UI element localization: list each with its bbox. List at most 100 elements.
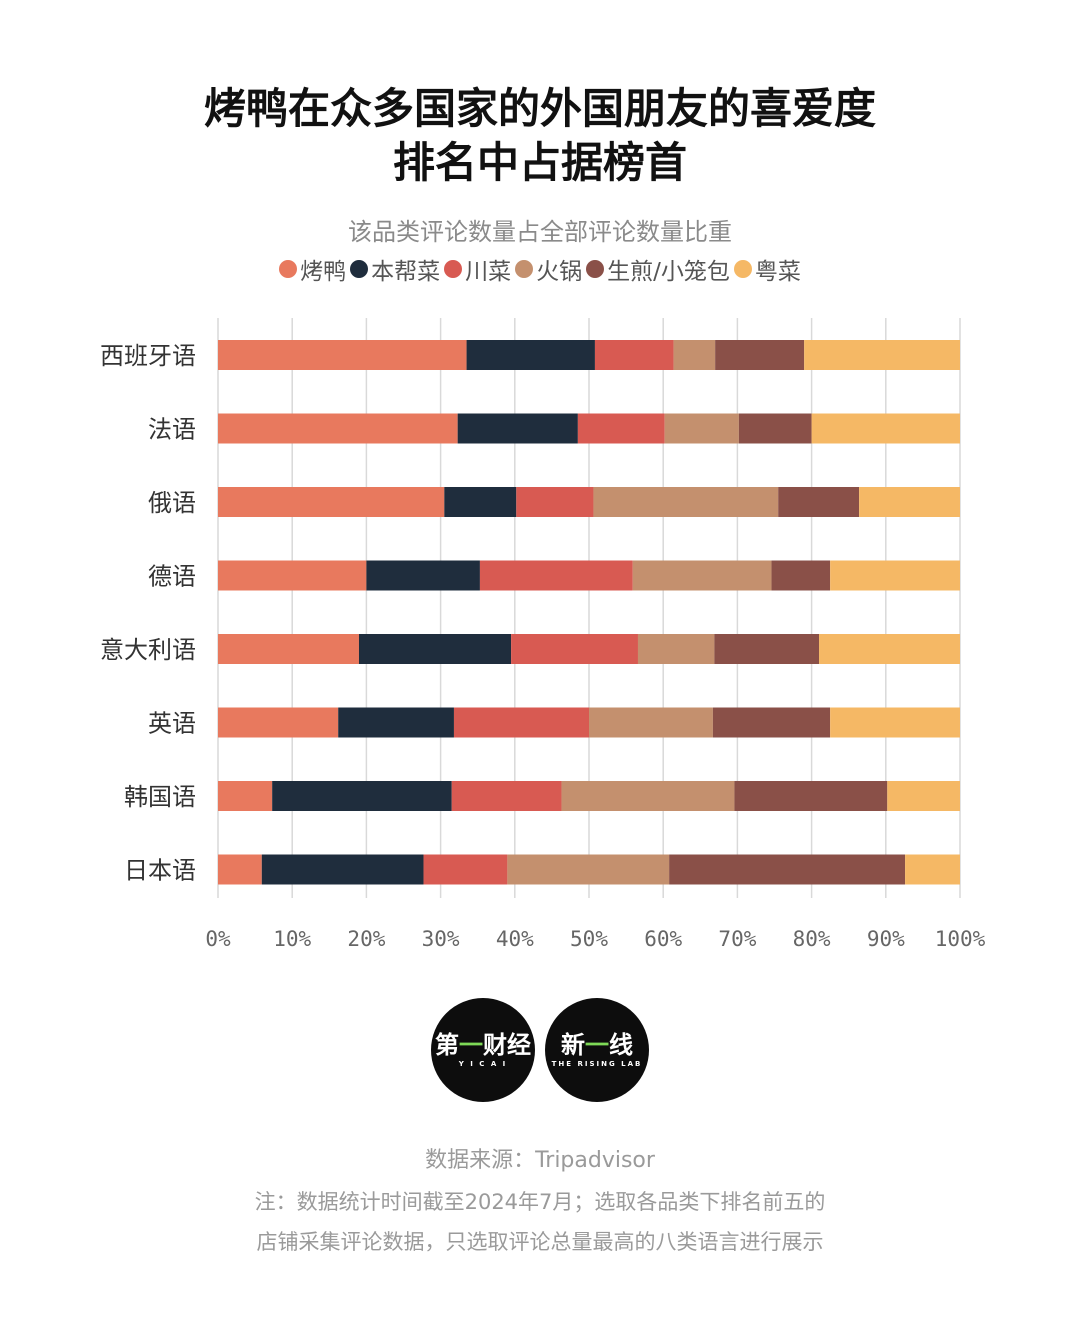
- bar-segment: [664, 413, 739, 444]
- chart-legend: 烤鸭 本帮菜 川菜 火锅 生煎/小笼包 粤菜: [0, 252, 1080, 286]
- y-category-label: 英语: [148, 710, 196, 738]
- bar-segment: [218, 634, 359, 664]
- rising-lab-logo-char-1: 新: [561, 1031, 585, 1059]
- legend-dot-icon: [733, 260, 752, 278]
- bar-segment: [511, 634, 638, 664]
- bar-segment: [771, 560, 831, 591]
- bar-segment: [811, 413, 960, 444]
- bar-segment: [358, 634, 512, 664]
- bar-segment: [451, 781, 562, 811]
- rising-lab-logo-subtext: THE RISING LAB: [551, 1060, 643, 1068]
- bar-segment: [444, 487, 517, 517]
- footnote-line-2: 店铺采集评论数据，只选取评论总量最高的八类语言进行展示: [256, 1230, 824, 1254]
- legend-dot-icon: [350, 260, 369, 278]
- bar-segment: [804, 340, 960, 370]
- x-tick-label: 100%: [935, 927, 986, 951]
- yicai-logo: 第一财经 Y I C A I: [431, 998, 535, 1102]
- rising-lab-logo: 新一线 THE RISING LAB: [545, 998, 649, 1102]
- bar-segment: [516, 487, 594, 517]
- chart-subtitle: 该品类评论数量占全部评论数量比重: [348, 218, 732, 246]
- x-tick-label: 30%: [422, 927, 460, 951]
- x-tick-label: 90%: [867, 927, 905, 951]
- bar-segment: [218, 707, 339, 738]
- legend-dot-icon: [279, 260, 298, 278]
- bar-segment: [673, 340, 716, 370]
- bar-segment: [261, 854, 424, 885]
- bar-segment: [218, 781, 273, 811]
- bar-segment: [507, 854, 670, 885]
- bar-segment: [218, 854, 262, 885]
- chart-title-line-2: 排名中占据榜首: [392, 138, 687, 187]
- x-tick-label: 10%: [273, 927, 311, 951]
- rising-lab-logo-char-3: 线: [609, 1031, 633, 1059]
- x-tick-label: 80%: [793, 927, 831, 951]
- bar-segment: [669, 854, 906, 885]
- y-category-label: 韩国语: [124, 783, 196, 811]
- bar-segment: [338, 707, 454, 738]
- bar-segment: [366, 560, 480, 591]
- bar-segment: [479, 560, 633, 591]
- x-tick-label: 0%: [205, 927, 231, 951]
- legend-label: 烤鸭: [300, 259, 347, 285]
- bar-segment: [561, 781, 735, 811]
- bar-segment: [594, 340, 674, 370]
- legend-label: 本帮菜: [371, 259, 441, 285]
- bar-segment: [905, 854, 960, 885]
- legend-label: 生煎/小笼包: [607, 259, 730, 285]
- x-tick-label: 60%: [644, 927, 682, 951]
- bar-segment: [423, 854, 508, 885]
- bar-segment: [715, 340, 805, 370]
- legend-dot-icon: [586, 260, 605, 278]
- legend-item-sichuan: 川菜: [444, 252, 511, 286]
- legend-item-dumplings: 生煎/小笼包: [586, 252, 730, 286]
- bar-segment: [859, 487, 960, 517]
- x-tick-label: 70%: [718, 927, 756, 951]
- bar-segment: [453, 707, 589, 738]
- bar-segment: [734, 781, 888, 811]
- legend-dot-icon: [444, 260, 463, 278]
- logos: 第一财经 Y I C A I 新一线 THE RISING LAB: [0, 998, 1080, 1102]
- bar-segment: [887, 781, 960, 811]
- legend-item-cantonese: 粤菜: [733, 252, 801, 286]
- bar-segment: [218, 487, 445, 517]
- x-tick-label: 40%: [496, 927, 534, 951]
- bar-segment: [218, 560, 367, 591]
- y-category-label: 德语: [148, 563, 196, 591]
- bar-segment: [819, 634, 960, 664]
- bar-segment: [714, 634, 820, 664]
- bar-segment: [218, 340, 467, 370]
- bar-segment: [272, 781, 452, 811]
- legend-dot-icon: [515, 260, 534, 278]
- chart-title-line-1: 烤鸭在众多国家的外国朋友的喜爱度: [203, 84, 876, 133]
- legend-item-roast-duck: 烤鸭: [279, 252, 346, 286]
- legend-label: 粤菜: [754, 259, 801, 285]
- footnote-line-1: 注：数据统计时间截至2024年7月；选取各品类下排名前五的: [254, 1190, 826, 1214]
- bar-segment: [218, 413, 458, 444]
- y-category-label: 意大利语: [100, 636, 196, 664]
- yicai-logo-char-3: 财经: [483, 1031, 531, 1059]
- legend-item-benbang: 本帮菜: [350, 252, 440, 286]
- bar-segment: [712, 707, 831, 738]
- x-tick-label: 20%: [347, 927, 385, 951]
- yicai-logo-char-2: 一: [459, 1031, 483, 1059]
- bar-segment: [830, 560, 960, 591]
- yicai-logo-subtext: Y I C A I: [458, 1060, 508, 1068]
- bar-segment: [637, 634, 715, 664]
- bar-segment: [738, 413, 812, 444]
- legend-label: 火锅: [536, 259, 583, 285]
- bar-segment: [466, 340, 595, 370]
- legend-label: 川菜: [465, 259, 512, 285]
- rising-lab-logo-char-2: 一: [585, 1031, 609, 1059]
- y-category-label: 日本语: [124, 857, 196, 885]
- bar-segment: [830, 707, 960, 738]
- x-tick-label: 50%: [570, 927, 608, 951]
- bar-segment: [577, 413, 665, 444]
- legend-item-hotpot: 火锅: [515, 252, 582, 286]
- y-category-label: 俄语: [148, 489, 196, 517]
- bar-segment: [589, 707, 713, 738]
- bar-segment: [778, 487, 860, 517]
- data-source: 数据来源：Tripadvisor: [425, 1148, 655, 1173]
- y-category-label: 法语: [148, 416, 196, 444]
- stacked-bar-chart: 0% 10% 20% 30% 40% 50% 60% 70% 80% 90% 100% 西班牙语法语俄…: [100, 318, 986, 951]
- bar-segment: [457, 413, 578, 444]
